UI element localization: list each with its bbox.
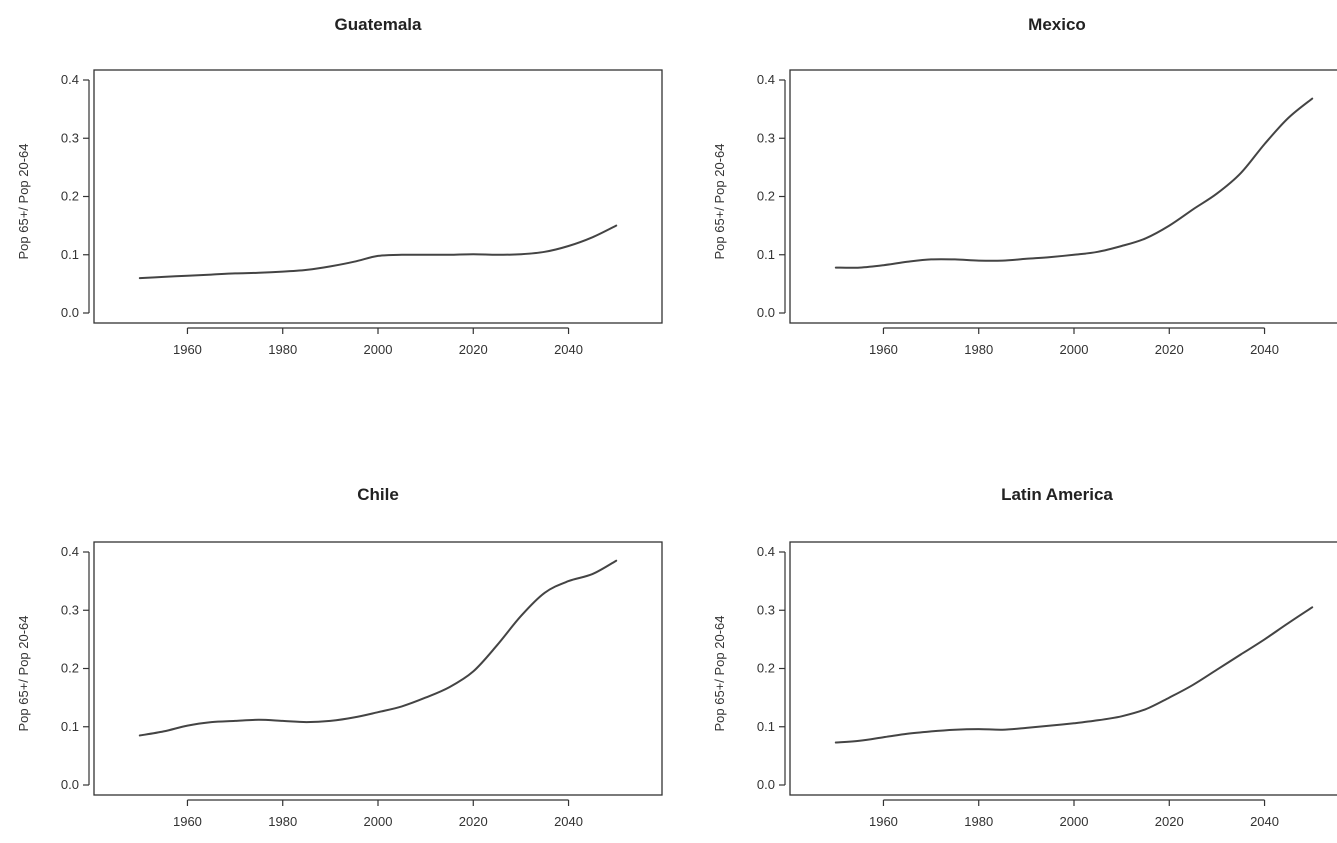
- plot-frame: [789, 69, 1337, 324]
- y-tick-label: 0.4: [61, 544, 79, 559]
- chart-title: Mexico: [1028, 15, 1086, 34]
- x-tick-label: 2000: [1060, 814, 1089, 829]
- y-tick-label: 0.2: [61, 661, 79, 676]
- y-tick-label: 0.1: [61, 247, 79, 262]
- x-tick-label: 1960: [869, 814, 898, 829]
- plot-frame: [789, 541, 1337, 796]
- x-tick-label: 2020: [459, 814, 488, 829]
- chart-title: Latin America: [1001, 485, 1113, 504]
- chart-title: Chile: [357, 485, 399, 504]
- y-tick-label: 0.0: [61, 777, 79, 792]
- plot-frame: [93, 541, 663, 796]
- y-tick-label: 0.2: [757, 189, 775, 204]
- x-tick-label: 2020: [1155, 814, 1184, 829]
- y-axis-label: Pop 65+/ Pop 20-64: [712, 143, 727, 259]
- y-axis-label: Pop 65+/ Pop 20-64: [16, 615, 31, 731]
- y-tick-label: 0.0: [61, 305, 79, 320]
- y-axis-label: Pop 65+/ Pop 20-64: [16, 143, 31, 259]
- chart-panel: Guatemala 0.0 0.1 0.2 0.3 0.4 1960 1980 2000 2020…: [16, 15, 663, 357]
- series-line: [834, 97, 1314, 269]
- y-tick-label: 0.4: [757, 544, 775, 559]
- series-line: [834, 606, 1314, 744]
- y-tick-label: 0.0: [757, 777, 775, 792]
- x-tick-label: 2040: [1250, 814, 1279, 829]
- x-tick-label: 2040: [554, 814, 583, 829]
- x-tick-label: 1980: [964, 814, 993, 829]
- y-tick-label: 0.3: [757, 130, 775, 145]
- x-tick-label: 2040: [1250, 342, 1279, 357]
- x-tick-label: 1980: [964, 342, 993, 357]
- y-tick-label: 0.3: [61, 130, 79, 145]
- x-tick-label: 1960: [173, 342, 202, 357]
- chart-panel: Chile 0.0 0.1 0.2 0.3 0.4 1960 1980 2000 2020 2040…: [16, 485, 663, 829]
- y-tick-label: 0.1: [757, 719, 775, 734]
- plot-frame: [93, 69, 663, 324]
- x-tick-label: 2040: [554, 342, 583, 357]
- x-tick-label: 2000: [1060, 342, 1089, 357]
- y-tick-label: 0.4: [757, 72, 775, 87]
- x-tick-label: 2020: [1155, 342, 1184, 357]
- series-line: [138, 224, 618, 280]
- x-tick-label: 1980: [268, 342, 297, 357]
- y-tick-label: 0.4: [61, 72, 79, 87]
- series-line: [138, 559, 618, 737]
- x-tick-label: 2020: [459, 342, 488, 357]
- x-tick-label: 1960: [869, 342, 898, 357]
- chart-panel: Latin America 0.0 0.1 0.2 0.3 0.4 1960 1980 2000…: [712, 485, 1337, 829]
- y-tick-label: 0.2: [757, 661, 775, 676]
- y-tick-label: 0.0: [757, 305, 775, 320]
- x-tick-label: 1980: [268, 814, 297, 829]
- x-tick-label: 2000: [364, 814, 393, 829]
- x-tick-label: 2000: [364, 342, 393, 357]
- y-tick-label: 0.3: [61, 602, 79, 617]
- chart-panel: Mexico 0.0 0.1 0.2 0.3 0.4 1960 1980 2000 2020 204…: [712, 15, 1337, 357]
- y-tick-label: 0.2: [61, 189, 79, 204]
- chart-title: Guatemala: [335, 15, 422, 34]
- y-tick-label: 0.1: [757, 247, 775, 262]
- y-tick-label: 0.3: [757, 602, 775, 617]
- y-axis-label: Pop 65+/ Pop 20-64: [712, 615, 727, 731]
- y-tick-label: 0.1: [61, 719, 79, 734]
- x-tick-label: 1960: [173, 814, 202, 829]
